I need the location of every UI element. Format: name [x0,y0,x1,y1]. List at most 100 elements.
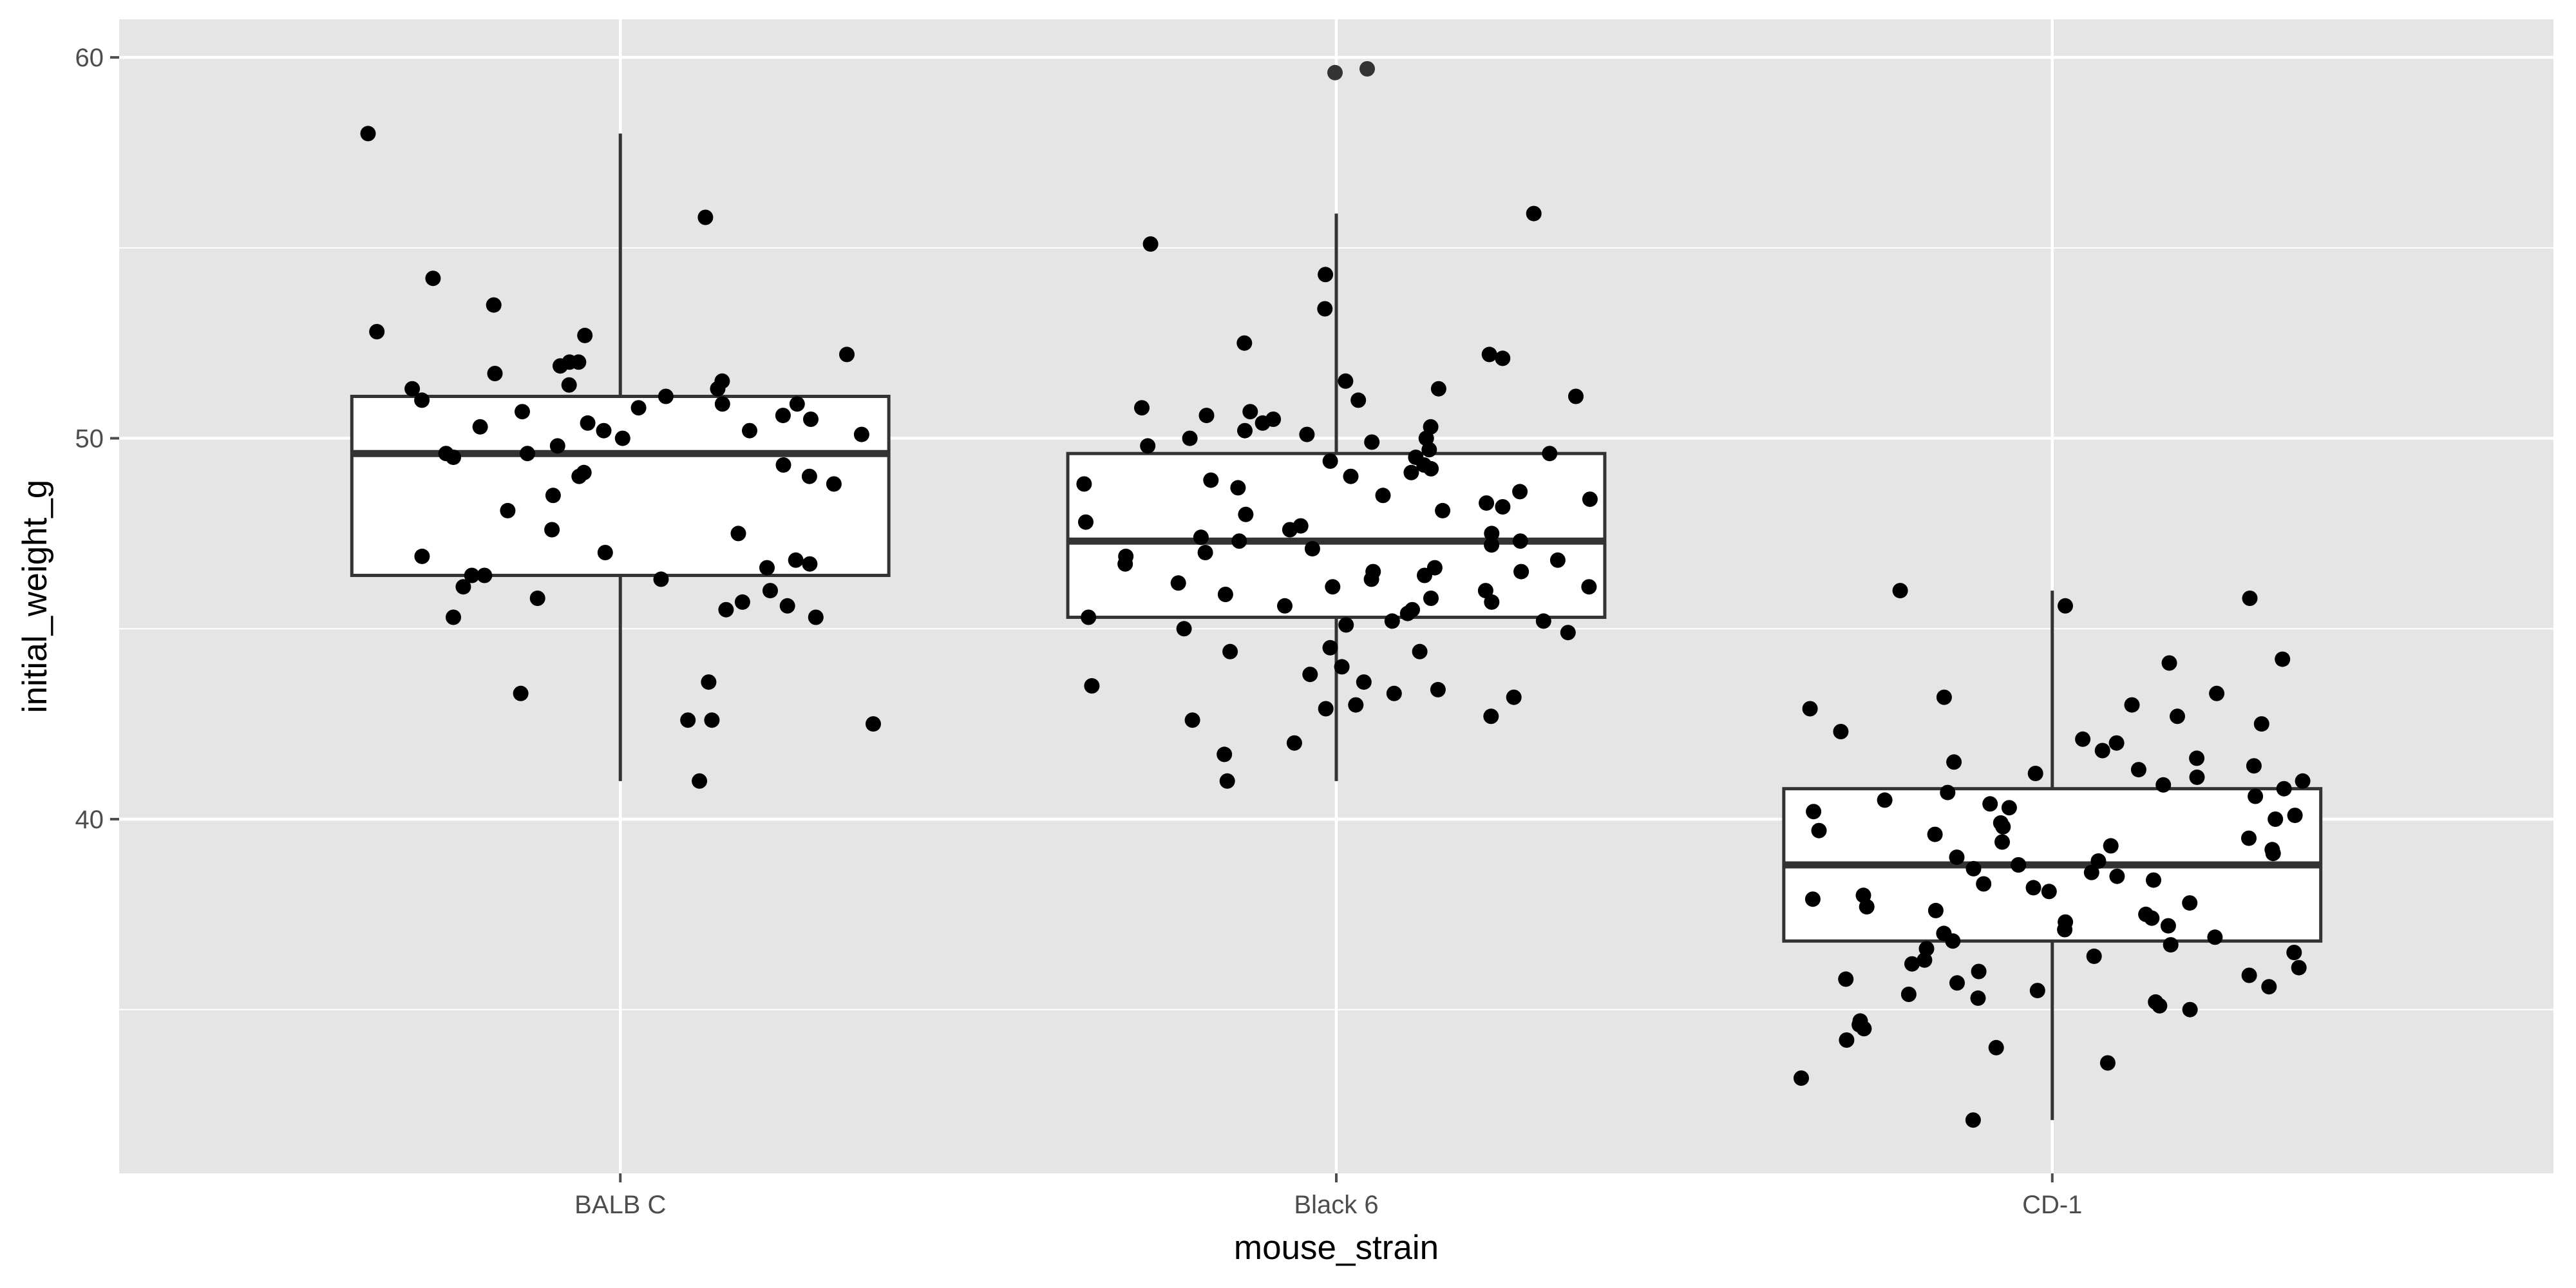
data-point [1526,205,1542,222]
data-point [2253,716,2269,732]
axis-ticks [110,56,2054,1182]
data-point [2182,1001,2198,1018]
data-point [1118,548,1134,564]
data-point [789,396,805,412]
data-point [1084,678,1100,694]
data-point [2189,769,2205,785]
data-point [2155,777,2172,793]
data-point [1430,681,1446,697]
data-point [2287,808,2303,824]
data-point [2286,945,2302,960]
data-point [718,601,734,618]
data-point [414,392,430,408]
data-point [2264,842,2280,858]
data-point [1176,621,1192,637]
data-point [1198,408,1215,424]
data-point [486,297,502,313]
data-point [2248,788,2264,804]
data-point [2246,758,2262,774]
data-point [549,438,565,454]
data-point [1170,575,1186,591]
y-axis-title: initial_weight_g [16,480,54,713]
data-point [803,412,819,427]
data-point [2160,918,2176,934]
data-point [1512,484,1528,500]
data-point [1197,545,1213,560]
data-point [1582,491,1598,507]
data-point [2295,773,2311,789]
data-point [775,457,791,473]
data-point [1322,639,1338,656]
data-point [1408,450,1424,466]
data-point [2146,872,2161,888]
x-tick-label: Black 6 [1294,1191,1378,1219]
data-point [1265,412,1282,427]
data-point [1384,613,1400,629]
data-point [1484,537,1500,553]
data-point [513,685,529,701]
data-point [1971,963,1987,980]
data-point [1949,849,1965,866]
data-point [1802,701,1818,717]
data-point [1219,773,1235,789]
data-point [730,526,746,542]
data-point [1242,404,1258,420]
data-point [1581,579,1597,595]
outlier-point [1327,64,1343,80]
data-point [701,674,717,690]
data-point [1811,822,1827,838]
data-point [438,446,454,462]
data-point [779,598,795,614]
data-point [1412,643,1428,659]
data-point [1982,796,1998,812]
data-point [1976,876,1992,892]
data-point [1477,583,1493,599]
data-point [630,400,647,416]
data-point [802,556,818,572]
data-point [2275,651,2291,667]
data-point [2209,685,2225,701]
data-point [477,567,493,583]
box-group [350,61,2323,943]
data-point [1904,956,1920,972]
data-point [1081,609,1097,625]
data-point [1076,476,1092,492]
data-point [1892,583,1908,599]
data-point [1236,335,1253,351]
data-point [1994,834,2010,850]
data-point [1343,468,1359,484]
data-point [2083,864,2099,880]
data-point [2170,708,2185,724]
data-point [2161,655,2177,671]
data-point [1334,659,1350,675]
data-point [1495,499,1511,515]
data-point [2268,811,2284,827]
data-point [697,209,714,225]
data-point [1965,860,1982,876]
data-point [1568,388,1584,404]
data-point [1535,613,1551,629]
data-point [2182,895,2198,911]
data-point [1304,541,1320,557]
data-point [1839,1032,1855,1048]
data-point [826,476,842,492]
data-point [2058,914,2074,930]
data-point [1237,422,1253,439]
data-point [597,545,613,560]
data-point [1495,350,1511,366]
data-point [1356,674,1372,690]
data-point [414,548,430,564]
data-point [580,415,596,431]
data-point [1426,560,1443,576]
data-point [500,502,516,518]
data-point [1193,529,1209,545]
data-point [1299,426,1315,442]
data-point [808,609,824,625]
data-point [2041,884,2057,900]
data-point [1350,392,1367,408]
data-point [571,354,587,370]
data-point [2242,591,2258,606]
data-point [2075,731,2091,747]
data-point [614,430,630,446]
data-point [425,270,441,287]
